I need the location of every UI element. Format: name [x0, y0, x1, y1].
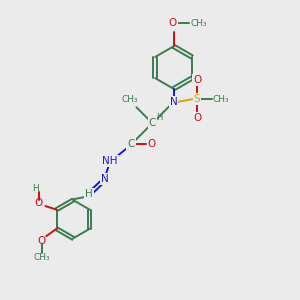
Text: O: O — [193, 113, 201, 123]
Text: O: O — [169, 18, 177, 28]
Text: NH: NH — [102, 156, 118, 166]
Text: CH₃: CH₃ — [190, 19, 207, 28]
Text: H: H — [32, 184, 38, 193]
Text: C: C — [149, 118, 156, 128]
Text: C: C — [128, 140, 135, 149]
Text: O: O — [147, 140, 155, 149]
Text: O: O — [38, 236, 46, 246]
Text: H: H — [85, 189, 93, 199]
Text: N: N — [101, 174, 109, 184]
Text: CH₃: CH₃ — [34, 253, 50, 262]
Text: CH₃: CH₃ — [122, 95, 138, 104]
Text: O: O — [193, 75, 201, 85]
Text: CH₃: CH₃ — [213, 94, 230, 103]
Text: S: S — [194, 94, 200, 104]
Text: N: N — [170, 97, 177, 107]
Text: O: O — [35, 198, 43, 208]
Text: H: H — [156, 113, 162, 122]
